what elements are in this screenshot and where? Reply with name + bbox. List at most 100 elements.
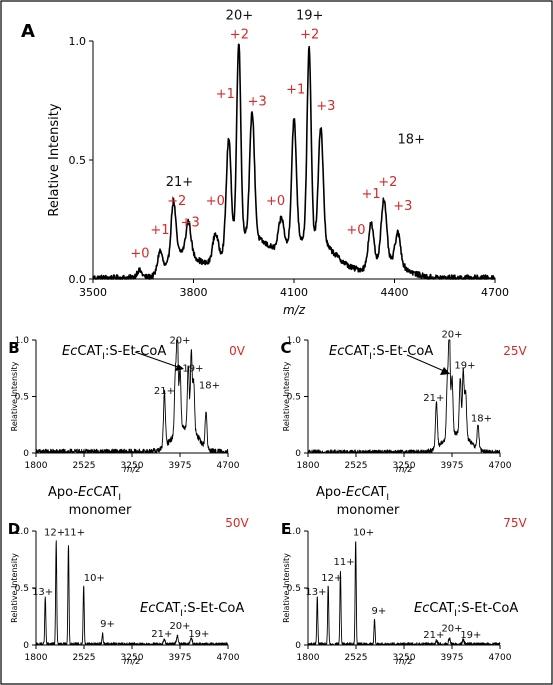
- peak-label: 20+: [169, 621, 190, 632]
- y-tick-label: 0: [23, 449, 29, 459]
- peak-label: +3: [393, 199, 412, 214]
- x-tick-label: 2525: [345, 653, 368, 663]
- x-tick-label: 1800: [297, 653, 320, 663]
- x-tick-label: 3250: [393, 653, 416, 663]
- y-tick-label: 1.0: [69, 35, 87, 48]
- peak-label: +3: [248, 94, 267, 109]
- peak-label: 21+: [151, 629, 172, 640]
- panel-letter: A: [21, 21, 35, 42]
- peak-label: 18+: [398, 132, 425, 147]
- y-tick-label: 0: [295, 641, 301, 651]
- peak-label: 20+: [441, 330, 462, 341]
- peak-label: +1: [216, 87, 235, 102]
- voltage-label: 50V: [225, 516, 249, 530]
- peak-label: 13+: [305, 587, 326, 598]
- peak-label: 21+: [423, 630, 444, 641]
- peak-label: +0: [266, 194, 285, 209]
- apo-label: Apo-EcCATI: [48, 485, 121, 503]
- apo-label-line2: monomer: [69, 503, 132, 518]
- y-tick-label: 1.0: [15, 527, 30, 537]
- peak-label: 20+: [226, 9, 253, 24]
- peak-label: 21+: [154, 386, 175, 397]
- voltage-label: 25V: [503, 344, 527, 358]
- peak-label: +1: [286, 82, 305, 97]
- x-tick-label: 4400: [381, 286, 409, 299]
- x-tick-label: 3250: [121, 461, 144, 471]
- x-tick-label: 3975: [169, 653, 192, 663]
- y-tick-label: 0.5: [287, 393, 301, 403]
- peak-label: 9+: [100, 619, 115, 630]
- x-tick-label: 3250: [121, 653, 144, 663]
- y-tick-label: 0: [23, 641, 29, 651]
- y-tick-label: 0.5: [15, 393, 29, 403]
- y-axis-label: Relative Intensity: [10, 361, 19, 431]
- peak-label: 19+: [296, 9, 323, 24]
- y-axis-label: Relative Intensity: [282, 553, 291, 623]
- x-tick-label: 4700: [489, 653, 512, 663]
- x-tick-label: 1800: [25, 653, 48, 663]
- peak-label: +2: [167, 194, 186, 209]
- x-tick-label: 3975: [441, 653, 464, 663]
- x-tick-label: 4700: [481, 286, 509, 299]
- peak-label: 11+: [64, 528, 85, 539]
- x-tick-label: 2525: [345, 461, 368, 471]
- panel-c: C 1800 2525 3250 3975 4700 0 0.5 1.0 m/z Relative …: [280, 330, 527, 475]
- peak-label: 19+: [454, 360, 475, 371]
- complex-label: EcCATI:S-Et-CoA: [329, 344, 433, 362]
- complex-arrow-line: [406, 354, 445, 372]
- x-tick-label: 1800: [25, 461, 48, 471]
- complex-arrow-head: [175, 364, 184, 371]
- panel-letter: C: [280, 339, 291, 357]
- spectrum-trace: [92, 43, 496, 280]
- y-tick-label: 0: [295, 449, 301, 459]
- peak-label: +3: [181, 216, 200, 231]
- y-tick-label: 0.5: [15, 584, 29, 594]
- apo-label: Apo-EcCATI: [316, 485, 389, 503]
- spectrum-trace: [35, 540, 229, 646]
- x-tick-label: 4700: [489, 461, 512, 471]
- x-tick-label: 3800: [180, 286, 208, 299]
- complex-label: EcCATI:S-Et-CoA: [414, 601, 518, 619]
- peak-label: +2: [300, 28, 319, 43]
- spectrum-trace: [307, 339, 501, 454]
- x-tick-label: 3975: [441, 461, 464, 471]
- complex-label: EcCATI:S-Et-CoA: [140, 601, 244, 619]
- y-tick-label: 0.5: [69, 154, 87, 167]
- peak-label: 9+: [371, 606, 386, 617]
- y-tick-label: 1.0: [287, 527, 302, 537]
- x-axis-label: m/z: [124, 657, 141, 667]
- peak-label: +0: [130, 247, 149, 262]
- peak-label: +0: [346, 223, 365, 238]
- peak-label: +0: [206, 194, 225, 209]
- x-axis-label: m/z: [124, 465, 141, 475]
- peak-label: 18+: [471, 413, 492, 424]
- voltage-label: 0V: [229, 344, 246, 358]
- peak-label: 10+: [353, 528, 374, 539]
- x-tick-label: 2525: [73, 461, 96, 471]
- panel-a: A 3500 3800 4100 4400 4700 0.0 0.5 1.0 m/z Relativ…: [21, 9, 509, 317]
- peak-label: 12+: [321, 573, 342, 584]
- panel-letter: B: [8, 339, 19, 357]
- peak-label: 21+: [166, 175, 193, 190]
- panel-e: E 1800 2525 3250 3975 4700 0 0.5 1.0 m/z Relative …: [281, 485, 528, 667]
- x-axis-label: m/z: [396, 465, 413, 475]
- x-tick-label: 4700: [217, 461, 240, 471]
- y-tick-label: 0.5: [287, 584, 301, 594]
- peak-label: 11+: [334, 557, 355, 568]
- x-tick-label: 1800: [297, 461, 320, 471]
- y-axis-label: Relative Intensity: [10, 553, 19, 623]
- x-tick-label: 3250: [393, 461, 416, 471]
- spectrum-trace: [307, 541, 501, 646]
- x-axis-label: m/z: [283, 303, 306, 317]
- x-tick-label: 2525: [73, 653, 96, 663]
- peak-label: 19+: [188, 629, 209, 640]
- voltage-label: 75V: [503, 516, 527, 530]
- peak-label: 20+: [441, 623, 462, 634]
- complex-label: EcCATI:S-Et-CoA: [62, 344, 166, 362]
- peak-label: +2: [230, 28, 249, 43]
- x-tick-label: 4100: [280, 286, 308, 299]
- peak-label: 18+: [199, 381, 220, 392]
- peak-label: 13+: [32, 587, 53, 598]
